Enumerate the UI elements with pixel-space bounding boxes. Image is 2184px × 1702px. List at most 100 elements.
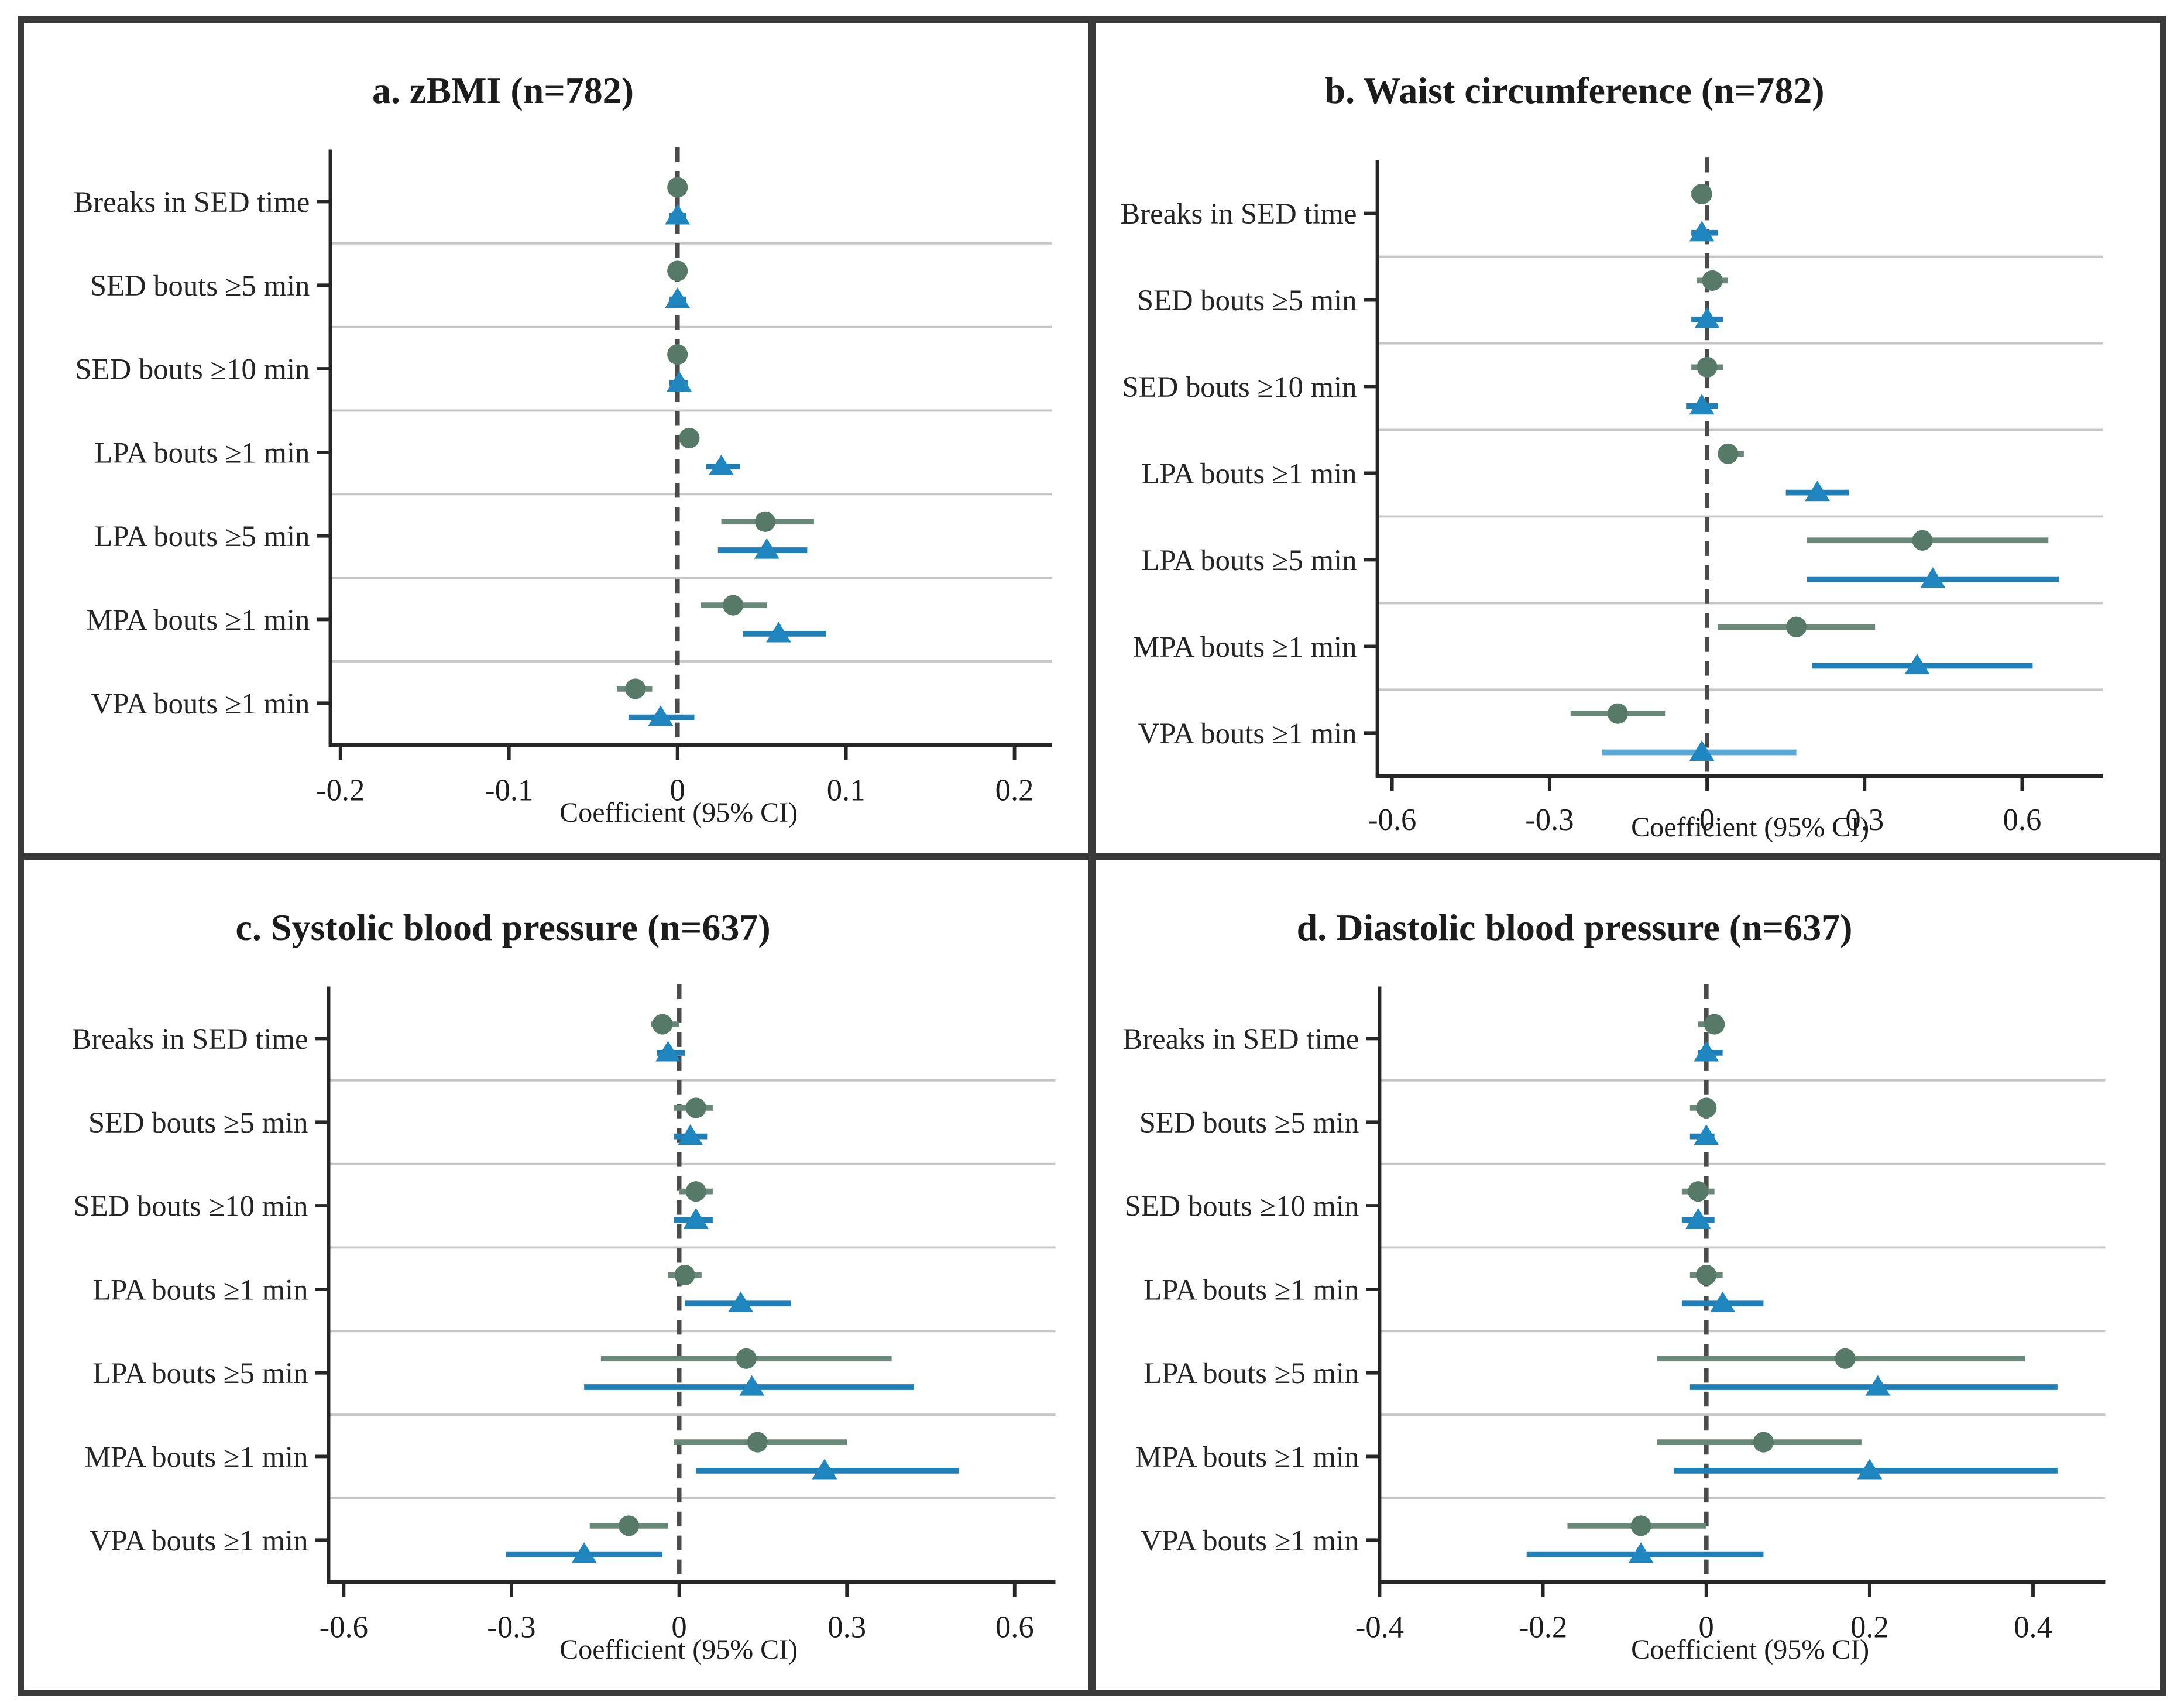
estimate-circle-marker	[1696, 1264, 1717, 1286]
estimate-triangle-marker	[1694, 307, 1720, 328]
estimate-circle-marker	[1912, 530, 1933, 551]
x-tick-label: 0.3	[827, 1610, 866, 1644]
panel-waist-title: b. Waist circumference (n=782)	[1324, 70, 1825, 112]
estimate-circle-marker	[674, 1264, 695, 1286]
estimate-triangle-marker	[1865, 1375, 1891, 1396]
estimate-circle-marker	[1718, 443, 1739, 464]
estimate-circle-marker	[1753, 1432, 1774, 1453]
panel-zbmi-xaxis-label: Coefficient (95% CI)	[559, 797, 798, 828]
category-label: LPA bouts ≥5 min	[92, 1357, 308, 1389]
estimate-circle-marker	[1691, 183, 1712, 204]
category-label: LPA bouts ≥5 min	[1141, 544, 1357, 577]
estimate-triangle-marker	[1685, 1207, 1711, 1229]
estimate-triangle-marker	[667, 370, 692, 392]
estimate-circle-marker	[685, 1181, 706, 1202]
estimate-circle-marker	[667, 260, 688, 282]
estimate-triangle-marker	[571, 1542, 597, 1563]
panel-zbmi-title: a. zBMI (n=782)	[372, 70, 634, 112]
x-tick-label: -0.2	[1519, 1610, 1567, 1644]
category-label: Breaks in SED time	[1122, 1022, 1359, 1055]
estimate-circle-marker	[667, 344, 688, 365]
estimate-circle-marker	[679, 427, 700, 449]
category-label: LPA bouts ≥5 min	[94, 520, 310, 553]
estimate-triangle-marker	[683, 1207, 709, 1229]
forest-plot-systolic: Breaks in SED time SED bouts ≥5 min SED bo…	[71, 984, 1056, 1644]
estimate-triangle-marker	[665, 204, 691, 225]
category-label: LPA bouts ≥5 min	[1143, 1357, 1359, 1389]
estimate-triangle-marker	[1689, 221, 1715, 242]
x-tick-label: 0.2	[995, 773, 1034, 807]
estimate-triangle-marker	[1904, 654, 1930, 675]
category-label: SED bouts ≥5 min	[88, 1106, 308, 1139]
x-tick-label: 0.2	[1850, 1610, 1889, 1644]
category-label: LPA bouts ≥1 min	[92, 1273, 308, 1306]
estimate-circle-marker	[754, 511, 775, 532]
forest-plot-waist: Breaks in SED time SED bouts ≥5 min SED bo…	[1121, 157, 2103, 837]
estimate-triangle-marker	[728, 1291, 754, 1312]
category-label: Breaks in SED time	[1121, 197, 1357, 230]
estimate-triangle-marker	[812, 1459, 837, 1480]
estimate-circle-marker	[723, 595, 744, 616]
x-tick-label: 0.1	[827, 773, 866, 807]
forest-plot-zbmi: Breaks in SED time SED bouts ≥5 min SED bo…	[73, 147, 1052, 807]
x-tick-label: -0.3	[1525, 803, 1574, 837]
estimate-triangle-marker	[709, 454, 734, 475]
estimate-circle-marker	[747, 1432, 768, 1453]
panel-systolic-xaxis-label: Coefficient (95% CI)	[559, 1634, 798, 1665]
category-label: SED bouts ≥10 min	[75, 353, 310, 386]
x-tick-label: -0.6	[1368, 803, 1416, 837]
panel-zbmi: a. zBMI (n=782) Breaks in SED time SED bo…	[24, 23, 1092, 856]
panel-diastolic-xaxis-label: Coefficient (95% CI)	[1631, 1634, 1870, 1665]
panel-waist-xaxis-label: Coefficient (95% CI)	[1631, 812, 1870, 843]
category-label: SED bouts ≥10 min	[74, 1190, 308, 1223]
estimate-circle-marker	[1704, 1014, 1725, 1035]
estimate-circle-marker	[1696, 1097, 1717, 1118]
category-label: SED bouts ≥10 min	[1124, 1190, 1359, 1223]
category-label: VPA bouts ≥1 min	[1138, 717, 1357, 750]
category-label: SED bouts ≥5 min	[1137, 284, 1357, 317]
x-tick-label: 0.4	[2014, 1610, 2052, 1644]
category-label: MPA bouts ≥1 min	[86, 603, 310, 636]
estimate-circle-marker	[652, 1014, 673, 1035]
x-tick-label: 0	[1699, 1610, 1714, 1644]
estimate-triangle-marker	[754, 538, 779, 559]
estimate-triangle-marker	[655, 1041, 681, 1062]
estimate-triangle-marker	[665, 287, 691, 308]
category-label: VPA bouts ≥1 min	[1141, 1524, 1359, 1557]
x-tick-label: 0.3	[1845, 803, 1884, 837]
x-tick-label: -0.6	[320, 1610, 368, 1644]
x-tick-label: -0.1	[485, 773, 533, 807]
x-tick-label: 0	[1699, 803, 1715, 837]
category-label: VPA bouts ≥1 min	[91, 687, 310, 720]
panel-systolic-title: c. Systolic blood pressure (n=637)	[235, 907, 771, 949]
x-tick-label: 0.6	[2003, 803, 2042, 837]
estimate-triangle-marker	[678, 1124, 703, 1145]
estimate-circle-marker	[1607, 703, 1629, 724]
panel-waist: b. Waist circumference (n=782) Breaks in…	[1092, 23, 2160, 856]
estimate-triangle-marker	[1689, 740, 1715, 761]
estimate-circle-marker	[1835, 1348, 1856, 1369]
category-label: LPA bouts ≥1 min	[1141, 457, 1357, 490]
estimate-triangle-marker	[1689, 394, 1715, 415]
estimate-circle-marker	[1630, 1515, 1651, 1536]
estimate-circle-marker	[736, 1348, 757, 1369]
panel-diastolic-title: d. Diastolic blood pressure (n=637)	[1296, 907, 1853, 949]
figure-frame: a. zBMI (n=782) Breaks in SED time SED bo…	[18, 16, 2166, 1696]
estimate-triangle-marker	[739, 1375, 765, 1396]
panel-diastolic: d. Diastolic blood pressure (n=637) Brea…	[1092, 856, 2160, 1690]
estimate-triangle-marker	[1857, 1459, 1883, 1480]
x-tick-label: 0.6	[995, 1610, 1034, 1644]
x-tick-label: -0.4	[1355, 1610, 1404, 1644]
estimate-triangle-marker	[1805, 481, 1830, 502]
estimate-triangle-marker	[765, 622, 791, 643]
panel-systolic: c. Systolic blood pressure (n=637) Break…	[24, 856, 1092, 1690]
x-tick-label: 0	[670, 773, 685, 807]
category-label: MPA bouts ≥1 min	[1135, 1440, 1359, 1473]
category-label: Breaks in SED time	[71, 1022, 308, 1055]
estimate-circle-marker	[667, 177, 688, 198]
estimate-circle-marker	[1786, 616, 1807, 637]
category-label: LPA bouts ≥1 min	[1143, 1273, 1359, 1306]
estimate-triangle-marker	[1694, 1124, 1719, 1145]
estimate-circle-marker	[1697, 356, 1718, 378]
category-label: SED bouts ≥10 min	[1122, 370, 1357, 403]
